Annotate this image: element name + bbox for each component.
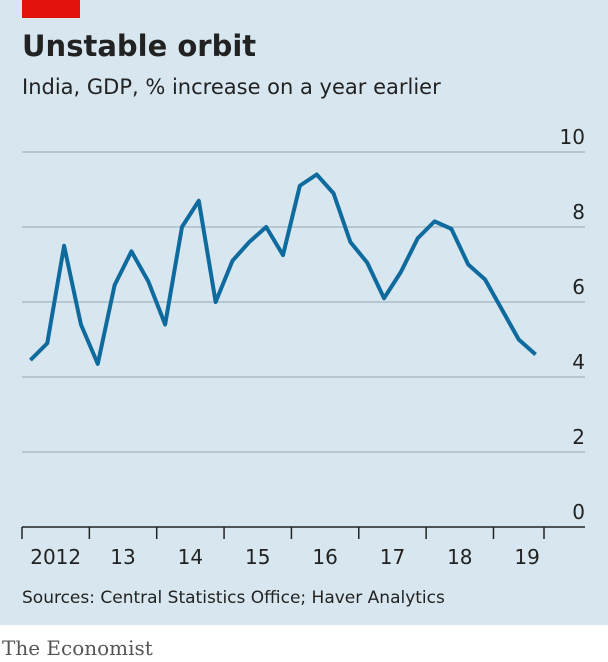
source: Sources: Central Statistics Office; Have… (22, 588, 445, 608)
y-tick-label: 0 (572, 500, 585, 524)
y-tick-label: 2 (572, 425, 585, 449)
x-tick-label: 16 (312, 545, 337, 569)
x-tick-label: 14 (178, 545, 203, 569)
brand: The Economist (2, 636, 153, 660)
x-tick-label: 13 (110, 545, 135, 569)
x-tick-label: 19 (514, 545, 539, 569)
x-tick-label: 15 (245, 545, 270, 569)
x-tick-label: 17 (380, 545, 405, 569)
y-tick-label: 4 (572, 350, 585, 374)
x-tick-label: 2012 (30, 545, 81, 569)
background (0, 0, 608, 625)
y-tick-label: 6 (572, 275, 585, 299)
chart-title: Unstable orbit (22, 29, 256, 63)
y-tick-label: 8 (572, 200, 585, 224)
y-tick-label: 10 (560, 125, 585, 149)
x-tick-label: 18 (447, 545, 472, 569)
chart-subtitle: India, GDP, % increase on a year earlier (22, 75, 441, 99)
brand-tag (22, 0, 80, 18)
line (29, 172, 537, 366)
